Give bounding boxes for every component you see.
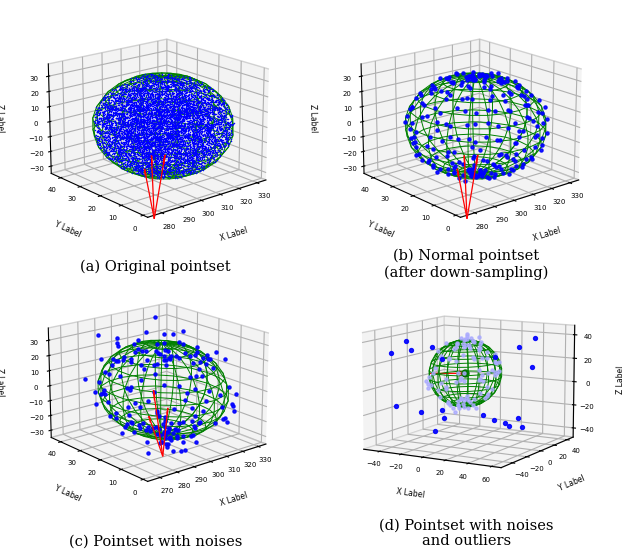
X-axis label: X Label: X Label [219, 490, 249, 507]
Text: (d) Pointset with noises
and outliers: (d) Pointset with noises and outliers [379, 518, 554, 548]
X-axis label: X Label: X Label [532, 226, 562, 243]
Y-axis label: Y Label: Y Label [53, 219, 83, 239]
Y-axis label: Y Label: Y Label [557, 474, 587, 493]
X-axis label: X Label: X Label [219, 226, 249, 243]
Text: (a) Original pointset: (a) Original pointset [80, 260, 231, 274]
Y-axis label: Y Label: Y Label [53, 484, 83, 503]
X-axis label: X Label: X Label [396, 488, 425, 500]
Text: (b) Normal pointset
(after down-sampling): (b) Normal pointset (after down-sampling… [384, 249, 549, 280]
Text: (c) Pointset with noises: (c) Pointset with noises [69, 535, 242, 548]
Y-axis label: Y Label: Y Label [366, 219, 396, 239]
